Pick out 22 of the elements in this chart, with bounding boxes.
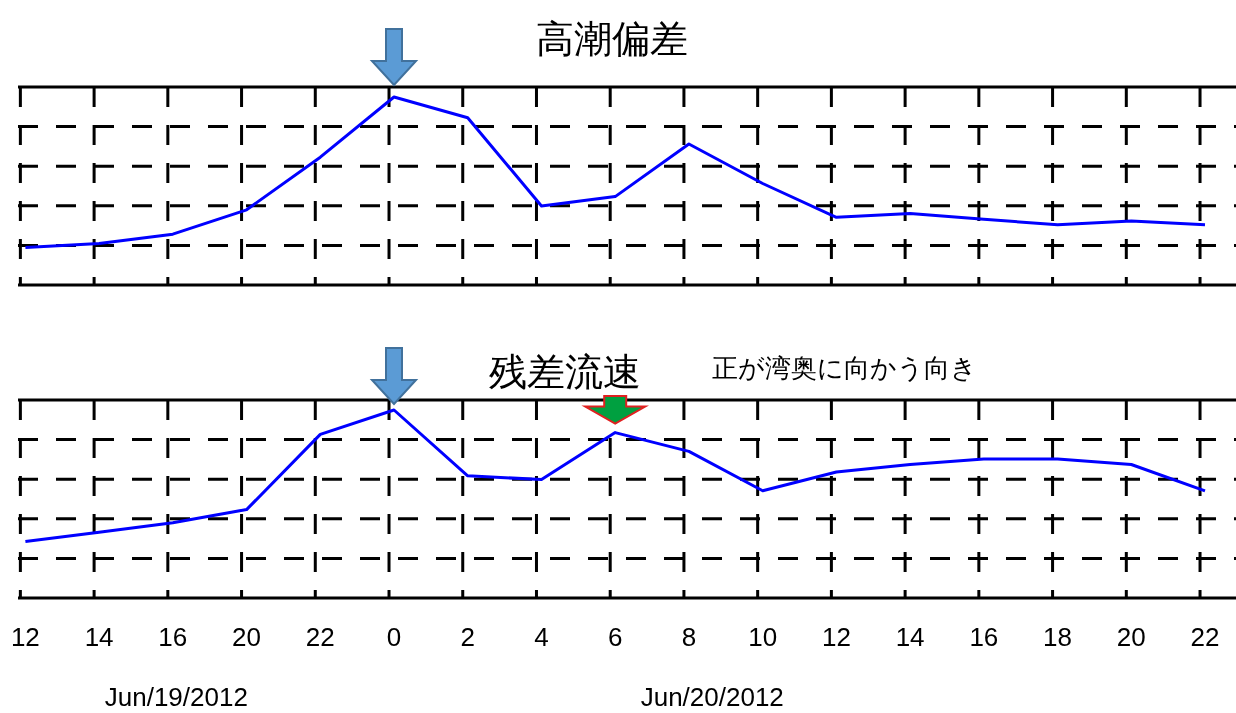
- text: Jun/20/2012: [640, 682, 784, 712]
- chart-subtitle: 正が湾奥に向かう向き: [712, 353, 977, 383]
- chart-title: 残差流速: [489, 351, 641, 393]
- x-tick-label: 16: [158, 622, 188, 652]
- x-tick-label: 18: [1043, 622, 1073, 652]
- x-tick-label: 22: [305, 622, 335, 652]
- x-tick-label: 2: [460, 622, 475, 652]
- x-tick-label: 0: [386, 622, 402, 652]
- x-tick-label: 14: [84, 622, 114, 652]
- chart-title: 高潮偏差: [536, 18, 688, 60]
- x-tick-label: 8: [681, 622, 697, 652]
- x-tick-label: 22: [1190, 622, 1220, 652]
- x-tick-label: 6: [607, 622, 623, 652]
- x-tick-label: 14: [895, 622, 925, 652]
- text: Jun/19/2012: [104, 682, 248, 712]
- x-tick-label: 12: [821, 622, 851, 652]
- x-tick-label: 10: [748, 622, 778, 652]
- x-tick-label: 16: [969, 622, 999, 652]
- x-tick-label: 20: [1116, 622, 1146, 652]
- x-tick-label: 20: [232, 622, 262, 652]
- x-tick-label: 4: [534, 622, 549, 652]
- x-tick-label: 12: [10, 622, 40, 652]
